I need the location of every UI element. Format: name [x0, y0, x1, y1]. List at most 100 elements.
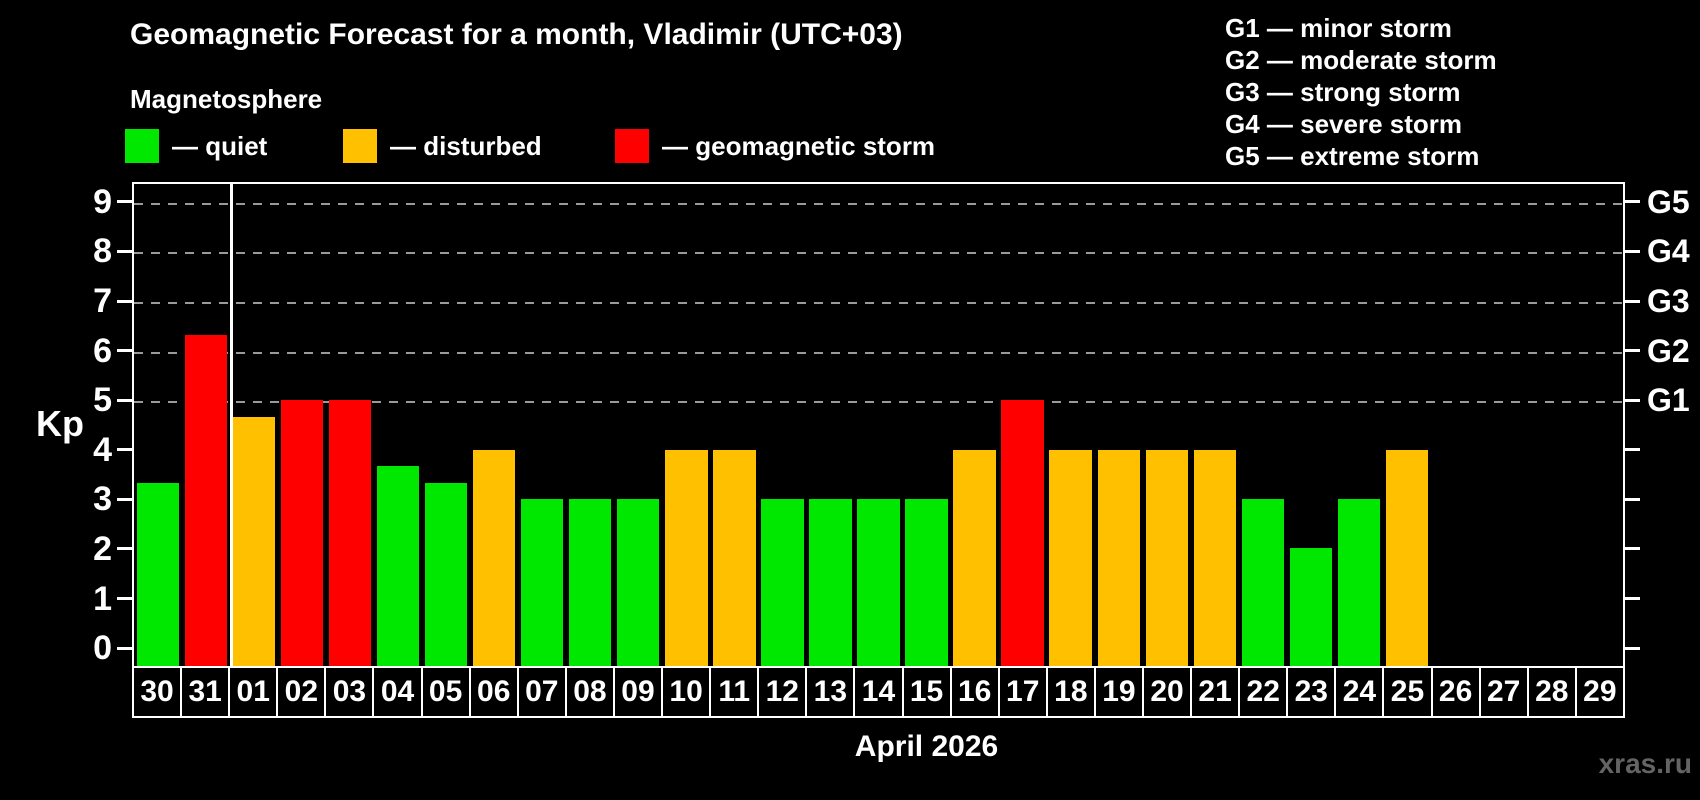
date-label-24: 24 [1334, 666, 1385, 718]
kp-bar-day-17 [1001, 400, 1044, 666]
date-label-23: 23 [1286, 666, 1337, 718]
kp-bar-day-02 [280, 400, 324, 666]
kp-tick-label-9: 9 [93, 182, 112, 221]
kp-bar-day-08 [569, 498, 612, 666]
kp-axis-tick-left-1 [117, 597, 132, 601]
date-label-03: 03 [324, 666, 375, 718]
date-label-06: 06 [468, 666, 519, 718]
date-label-13: 13 [805, 666, 856, 718]
legend-item-storm: — geomagnetic storm [615, 126, 935, 166]
kp-bar-day-12 [761, 498, 804, 666]
legend-item-quiet: — quiet [125, 126, 267, 166]
g-scale-legend-line: G4 — severe storm [1225, 109, 1463, 139]
date-label-04: 04 [372, 666, 423, 718]
legend-label-disturbed: — disturbed [390, 130, 542, 161]
kp-axis-tick-left-3 [117, 497, 132, 501]
kp-tick-label-7: 7 [93, 282, 112, 321]
legend-item-disturbed: — disturbed [343, 126, 542, 166]
kp-bar-day-03 [329, 400, 372, 666]
kp-bar-day-13 [809, 498, 852, 666]
g-tick-label-G2: G2 [1647, 332, 1690, 369]
kp-tick-label-8: 8 [93, 232, 112, 271]
date-row: 30 31 01 02 03 04 05 06 07 08 09 10 11 12 13 14 15 16 17 18… [132, 666, 1625, 718]
kp-axis-tick-right-8 [1625, 249, 1640, 253]
date-label-01: 01 [228, 666, 279, 718]
g-scale-legend-line: G5 — extreme storm [1225, 141, 1480, 171]
kp-bar-day-04 [377, 465, 420, 666]
kp-tick-label-1: 1 [93, 579, 112, 618]
date-label-25: 25 [1382, 666, 1433, 718]
kp-bar-day-06 [473, 449, 516, 666]
kp-axis-tick-right-9 [1625, 200, 1640, 204]
kp-bar-day-25 [1385, 449, 1428, 666]
date-label-19: 19 [1093, 666, 1144, 718]
chart-subtitle: Magnetosphere [130, 84, 323, 114]
date-label-27: 27 [1478, 666, 1529, 718]
kp-bar-day-05 [425, 482, 468, 666]
kp-axis-tick-right-6 [1625, 349, 1640, 353]
date-label-02: 02 [276, 666, 327, 718]
legend-label-storm: — geomagnetic storm [662, 130, 936, 161]
kp-axis-tick-right-4 [1625, 448, 1640, 452]
kp-bar-day-11 [713, 449, 756, 666]
kp-axis-tick-left-5 [117, 398, 132, 402]
kp-axis-tick-left-4 [117, 448, 132, 452]
date-label-29: 29 [1574, 666, 1625, 718]
kp-axis-tick-left-8 [117, 249, 132, 253]
date-label-07: 07 [516, 666, 567, 718]
date-label-31: 31 [180, 666, 231, 718]
kp-tick-label-2: 2 [93, 529, 112, 568]
kp-axis-tick-left-7 [117, 299, 132, 303]
disturbed-swatch-icon [343, 129, 377, 163]
date-label-21: 21 [1190, 666, 1241, 718]
g-tick-label-G1: G1 [1647, 382, 1690, 419]
g-scale-legend-line: G3 — strong storm [1225, 77, 1461, 107]
g-tick-label-G5: G5 [1647, 183, 1690, 220]
kp-bar-day-18 [1049, 449, 1092, 666]
kp-axis-tick-right-5 [1625, 398, 1640, 402]
date-label-28: 28 [1526, 666, 1577, 718]
kp-axis-tick-left-9 [117, 200, 132, 204]
g-scale-legend: G1 — minor storm G2 — moderate storm G3 — … [1225, 12, 1497, 172]
kp-axis-tick-right-7 [1625, 299, 1640, 303]
kp-bar-day-09 [617, 498, 660, 666]
kp-bar-plot [132, 182, 1625, 668]
kp-bar-day-24 [1337, 498, 1380, 666]
month-label: April 2026 [854, 730, 999, 763]
kp-bar-day-07 [521, 498, 564, 666]
kp-axis-tick-left-2 [117, 547, 132, 551]
date-label-14: 14 [853, 666, 904, 718]
gridline-kp8 [134, 252, 1623, 255]
kp-bar-day-01 [232, 416, 276, 666]
kp-bar-day-21 [1193, 449, 1236, 666]
date-label-10: 10 [661, 666, 712, 718]
date-label-15: 15 [901, 666, 952, 718]
date-label-11: 11 [709, 666, 760, 718]
date-label-05: 05 [420, 666, 471, 718]
chart-title: Geomagnetic Forecast for a month, Vladim… [130, 18, 903, 51]
storm-swatch-icon [615, 129, 649, 163]
kp-tick-label-3: 3 [93, 480, 112, 519]
g-tick-label-G4: G4 [1647, 233, 1690, 270]
kp-axis-title: Kp [36, 403, 84, 444]
g-scale-legend-line: G1 — minor storm [1225, 13, 1452, 43]
date-label-09: 09 [612, 666, 664, 718]
kp-bar-day-20 [1145, 449, 1188, 666]
date-label-22: 22 [1238, 666, 1289, 718]
gridline-kp6 [134, 351, 1623, 354]
date-label-26: 26 [1430, 666, 1481, 718]
watermark: xras.ru [1598, 748, 1692, 779]
kp-bar-day-16 [953, 449, 996, 666]
legend-label-quiet: — quiet [172, 130, 268, 161]
kp-tick-label-4: 4 [93, 430, 112, 469]
gridline-kp7 [134, 302, 1623, 305]
date-label-20: 20 [1141, 666, 1193, 718]
date-label-12: 12 [757, 666, 808, 718]
gridline-kp9 [134, 202, 1623, 205]
kp-axis-tick-right-1 [1625, 597, 1640, 601]
kp-bar-day-15 [905, 498, 948, 666]
quiet-swatch-icon [125, 129, 159, 163]
kp-bar-day-10 [665, 449, 708, 666]
kp-bar-day-14 [857, 498, 900, 666]
kp-bar-day-31 [184, 335, 228, 666]
